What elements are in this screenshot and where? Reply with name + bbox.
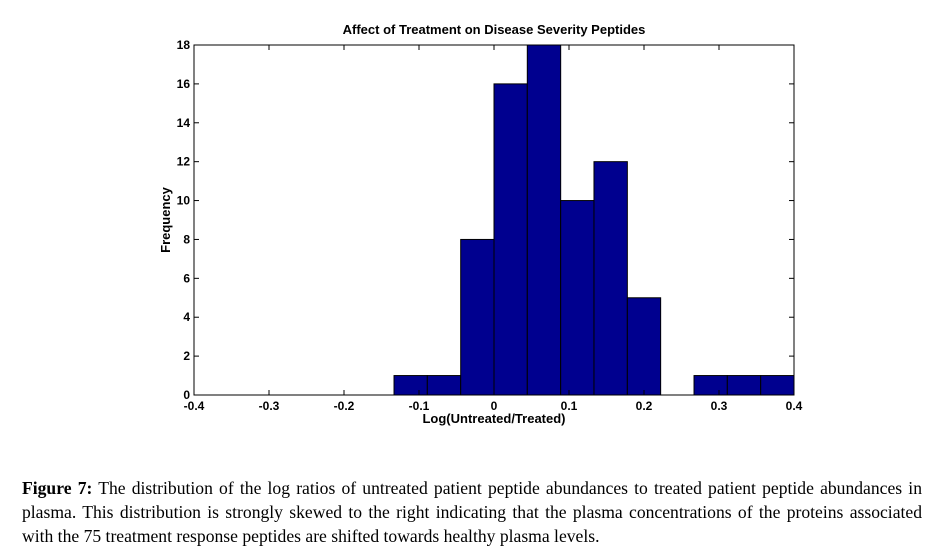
x-axis-label: Log(Untreated/Treated): [422, 411, 565, 426]
histogram-bar: [593, 161, 628, 396]
y-tick-label: 6: [183, 271, 190, 285]
ticks-group: -0.4 -0.3 -0.2 -0.1 0 0.1 0.2 0.3 0.4 0 2 4 6 8 10 12 14…: [177, 38, 803, 413]
bars-group: [393, 44, 795, 396]
x-tick-label: -0.2: [334, 399, 355, 413]
y-tick-label: 18: [177, 38, 191, 52]
x-tick-label: -0.1: [409, 399, 430, 413]
histogram-bar: [693, 375, 728, 396]
y-tick-label: 0: [183, 388, 190, 402]
histogram-bar: [626, 297, 662, 396]
histogram-bar: [426, 375, 462, 396]
figure-caption: Figure 7: The distribution of the log ra…: [22, 476, 922, 548]
y-tick-label: 16: [177, 77, 191, 91]
chart-title: Affect of Treatment on Disease Severity …: [343, 22, 646, 37]
histogram-bar: [460, 238, 495, 396]
x-tick-label: 0: [491, 399, 498, 413]
caption-text: The distribution of the log ratios of un…: [22, 478, 922, 546]
histogram-bar: [726, 375, 762, 396]
y-tick-label: 2: [183, 349, 190, 363]
x-tick-label: -0.3: [259, 399, 280, 413]
histogram-bar: [560, 200, 595, 396]
x-tick-label: 0.2: [636, 399, 653, 413]
histogram-bar: [493, 83, 528, 396]
x-tick-label: 0.3: [711, 399, 728, 413]
y-tick-label: 14: [177, 116, 191, 130]
histogram-bar: [526, 44, 562, 396]
histogram-bar: [760, 375, 795, 396]
caption-label: Figure 7:: [22, 478, 93, 498]
y-tick-label: 4: [183, 310, 190, 324]
histogram-bar: [393, 375, 428, 396]
x-tick-label: 0.1: [561, 399, 578, 413]
y-tick-label: 8: [183, 232, 190, 246]
y-axis-label: Frequency: [158, 186, 173, 253]
y-tick-label: 10: [177, 194, 191, 208]
y-tick-label: 12: [177, 155, 191, 169]
x-tick-label: -0.4: [184, 399, 205, 413]
x-tick-label: 0.4: [786, 399, 803, 413]
